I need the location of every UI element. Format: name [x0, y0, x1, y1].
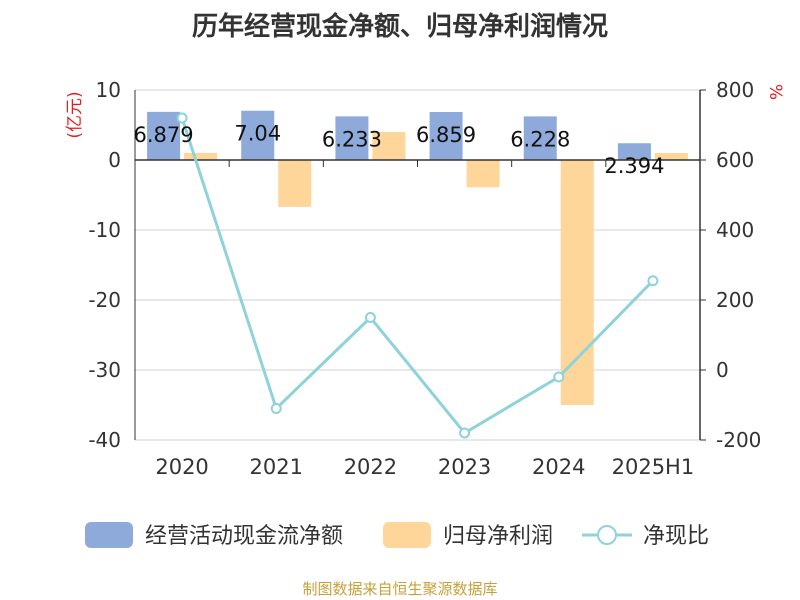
legend-label: 净现比	[643, 524, 709, 549]
right-tick-label: 600	[716, 148, 754, 172]
right-tick-label: -200	[716, 428, 761, 452]
line-point	[553, 371, 565, 383]
bar-net-profit	[466, 160, 500, 188]
right-tick-label: 200	[716, 288, 754, 312]
bar-cash-flow	[241, 110, 275, 160]
bar-marks	[147, 110, 688, 405]
right-axis-unit: %	[765, 84, 785, 100]
data-labels: 6.879 7.04 6.233 6.859 6.228 2.394	[134, 122, 665, 179]
legend-net-profit: 归母净利润	[383, 522, 553, 549]
data-label: 7.04	[234, 122, 281, 146]
bar-net-profit	[184, 153, 218, 160]
bar-net-profit	[560, 160, 594, 405]
x-tick-label: 2023	[438, 455, 491, 479]
left-tick-label: 0	[108, 148, 121, 172]
line-point	[647, 275, 659, 287]
data-label: 2.394	[604, 154, 664, 178]
left-tick-label: -10	[88, 218, 121, 242]
left-axis-unit: (亿元)	[65, 91, 85, 138]
axes: 10 0 -10 -20 -30 -40 800 600 400 200 0 -200 2020 2021…	[88, 78, 761, 479]
x-tick-label: 2022	[344, 455, 397, 479]
right-tick-label: 800	[716, 78, 754, 102]
chart-title: 历年经营现金净额、归母净利润情况	[191, 12, 608, 42]
data-label: 6.228	[510, 127, 570, 151]
bar-cash-flow	[523, 116, 557, 160]
x-tick-label: 2025H1	[612, 455, 695, 479]
x-tick-label: 2021	[250, 455, 303, 479]
left-tick-label: -20	[88, 288, 121, 312]
bar-cash-flow	[617, 143, 651, 160]
bar-net-profit	[654, 153, 688, 160]
legend-cash-flow: 经营活动现金流净额	[85, 522, 343, 549]
x-tick-label: 2020	[155, 455, 208, 479]
legend: 经营活动现金流净额 归母净利润 净现比	[85, 522, 709, 549]
right-tick-label: 0	[716, 358, 729, 382]
bar-cash-flow	[147, 111, 181, 160]
x-tick-label: 2024	[532, 455, 585, 479]
legend-swatch	[383, 522, 431, 548]
left-tick-label: -30	[88, 358, 121, 382]
left-tick-label: 10	[96, 78, 121, 102]
left-tick-label: -40	[88, 428, 121, 452]
bar-net-profit	[278, 160, 312, 207]
bar-cash-flow	[335, 116, 369, 160]
bar-cash-flow	[429, 111, 463, 160]
data-label: 6.859	[416, 123, 476, 147]
legend-net-cash-ratio: 净现比	[582, 524, 709, 549]
line-point	[459, 427, 471, 439]
data-label: 6.233	[322, 127, 382, 151]
source-note: 制图数据来自恒生聚源数据库	[302, 580, 498, 598]
line-point	[270, 403, 282, 414]
legend-marker	[597, 525, 617, 545]
data-label: 6.879	[134, 123, 194, 147]
right-tick-label: 400	[716, 218, 754, 242]
line-series	[176, 112, 659, 439]
legend-swatch	[85, 522, 133, 548]
bar-net-profit	[372, 132, 406, 160]
line-net-cash-ratio	[180, 117, 654, 435]
legend-label: 归母净利润	[443, 524, 553, 549]
line-point	[364, 312, 376, 323]
legend-label: 经营活动现金流净额	[145, 524, 343, 549]
line-point	[176, 112, 188, 124]
